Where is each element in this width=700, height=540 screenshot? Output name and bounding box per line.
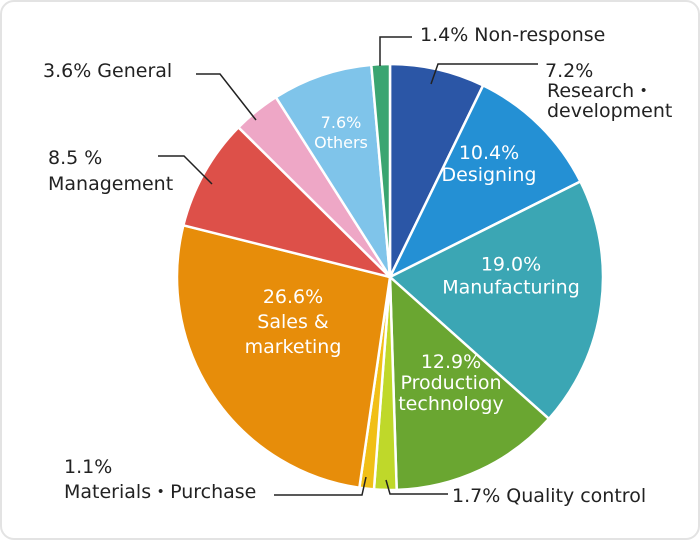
pie-slice-production: [388, 275, 551, 492]
leader-line-quality: [385, 479, 448, 495]
pie-slice-others: [274, 63, 392, 279]
slice-label-line: 12.9%: [421, 351, 481, 373]
slice-label-sales: 26.6% Sales & marketing: [245, 286, 342, 358]
slice-label-line: 10.4%: [459, 142, 519, 164]
slice-label-manufacturing: 19.0% Manufacturing: [442, 254, 580, 299]
pie-slice-designing: [388, 84, 582, 279]
leader-line-nonresponse: [379, 36, 412, 66]
pie-slice-manufacturing: [388, 180, 605, 421]
slice-label-line: Sales &: [257, 311, 329, 333]
slice-label-line: Others: [314, 133, 368, 152]
slice-label-line: Materials・Purchase: [64, 481, 256, 503]
slice-label-designing: 10.4% Designing: [442, 142, 537, 186]
slice-label-line: 1.7% Quality control: [452, 485, 646, 507]
slice-label-line: 7.6%: [321, 113, 362, 132]
slice-label-line: 7.2%: [545, 60, 593, 82]
leader-line-management: [158, 155, 213, 185]
slice-label-line: 8.5 %: [48, 147, 102, 169]
slice-label-line: Research・: [547, 80, 653, 102]
slice-label-production: 12.9% Production technology: [398, 351, 504, 415]
slice-label-line: development: [547, 100, 672, 122]
slice-label-line: technology: [398, 393, 504, 415]
slice-label-line: 1.4% Non-response: [420, 24, 605, 46]
slice-label-materials: 1.1% Materials・Purchase: [64, 456, 256, 503]
slice-label-line: Designing: [442, 164, 537, 186]
slice-label-line: 3.6% General: [43, 60, 172, 82]
pie-slice-sales: [175, 224, 392, 490]
slice-label-quality: 1.7% Quality control: [452, 485, 646, 507]
leader-line-research: [430, 63, 538, 85]
slice-label-research: 7.2% Research・ development: [545, 60, 672, 122]
slice-label-general: 3.6% General: [43, 60, 172, 82]
pie-slice-management: [182, 126, 392, 279]
slice-label-line: 1.1%: [64, 456, 112, 478]
leader-line-general: [196, 73, 257, 121]
slice-label-line: marketing: [245, 336, 342, 358]
slice-label-line: Production: [400, 372, 501, 394]
slice-label-line: Management: [48, 173, 173, 195]
slice-label-nonresponse: 1.4% Non-response: [420, 24, 605, 46]
slice-label-line: 19.0%: [481, 254, 541, 276]
slice-label-management: 8.5 % Management: [48, 147, 173, 195]
slice-label-line: 26.6%: [263, 286, 323, 308]
leader-line-materials: [274, 476, 367, 496]
slice-label-others: 7.6% Others: [314, 113, 368, 152]
slice-label-line: Manufacturing: [442, 277, 580, 299]
